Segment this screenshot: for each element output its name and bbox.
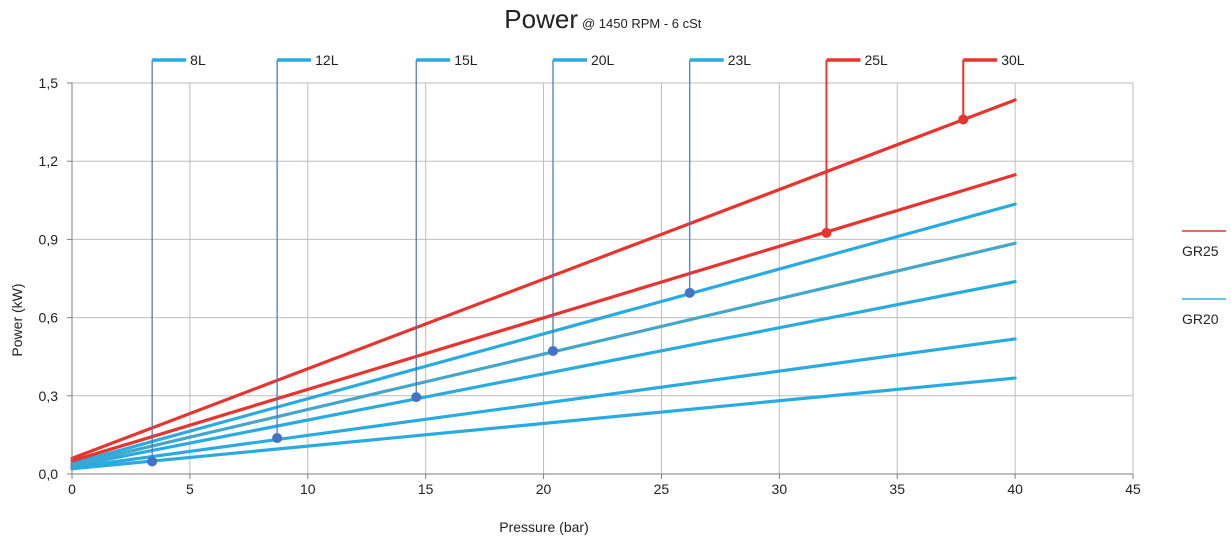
- series-line-23L: [70, 202, 1017, 466]
- legend: GR25 GR20: [1182, 230, 1226, 327]
- series-callouts: 30L 25L 23L 20L 15L 12L 8L: [151, 52, 1025, 462]
- series-line-15L: [70, 280, 1017, 468]
- chart-title: Power: [504, 4, 578, 34]
- tick-labels: 0 5 10 15 20 25 30 35 40 45 0,0 0,3 0,6 0,9 1,2 1,5: [39, 75, 1141, 497]
- marker-20L: [547, 345, 558, 356]
- marker-15L: [411, 392, 422, 403]
- series-lines: [70, 98, 1017, 471]
- x-tick-label: 15: [418, 481, 434, 497]
- x-tick-label: 30: [772, 481, 788, 497]
- marker-25L: [821, 227, 832, 238]
- y-tick-label: 0,3: [39, 388, 59, 404]
- series-label-12L: 12L: [315, 52, 339, 68]
- legend-label-GR20: GR20: [1182, 311, 1219, 327]
- chart-subtitle: @ 1450 RPM - 6 cSt: [582, 16, 702, 31]
- axes: [67, 82, 1134, 479]
- series-label-8L: 8L: [190, 52, 206, 68]
- series-label-23L: 23L: [728, 52, 752, 68]
- x-tick-label: 0: [68, 481, 76, 497]
- x-tick-label: 10: [300, 481, 316, 497]
- series-line-12L: [70, 337, 1017, 470]
- series-label-15L: 15L: [454, 52, 478, 68]
- x-axis-title: Pressure (bar): [499, 519, 588, 535]
- y-tick-label: 0,9: [39, 231, 59, 247]
- y-axis-title: Power (kW): [9, 283, 25, 356]
- series-line-8L: [70, 376, 1017, 471]
- y-tick-label: 1,2: [39, 153, 59, 169]
- y-tick-label: 0,6: [39, 310, 59, 326]
- y-tick-label: 0,0: [39, 466, 59, 482]
- series-label-25L: 25L: [864, 52, 888, 68]
- marker-8L: [147, 456, 158, 467]
- marker-23L: [684, 287, 695, 298]
- x-tick-label: 25: [654, 481, 670, 497]
- series-markers: [147, 114, 969, 467]
- x-tick-label: 20: [536, 481, 552, 497]
- y-tick-label: 1,5: [39, 75, 59, 91]
- marker-30L: [958, 114, 969, 125]
- series-label-20L: 20L: [591, 52, 615, 68]
- grid-lines: [72, 82, 1134, 474]
- x-tick-label: 45: [1125, 481, 1141, 497]
- x-tick-label: 40: [1007, 481, 1023, 497]
- series-line-25L: [70, 173, 1017, 463]
- series-line-30L: [70, 98, 1017, 460]
- legend-label-GR25: GR25: [1182, 243, 1219, 259]
- x-tick-label: 35: [889, 481, 905, 497]
- x-tick-label: 5: [186, 481, 194, 497]
- marker-12L: [272, 433, 283, 444]
- series-label-30L: 30L: [1001, 52, 1025, 68]
- series-line-20L: [70, 241, 1017, 467]
